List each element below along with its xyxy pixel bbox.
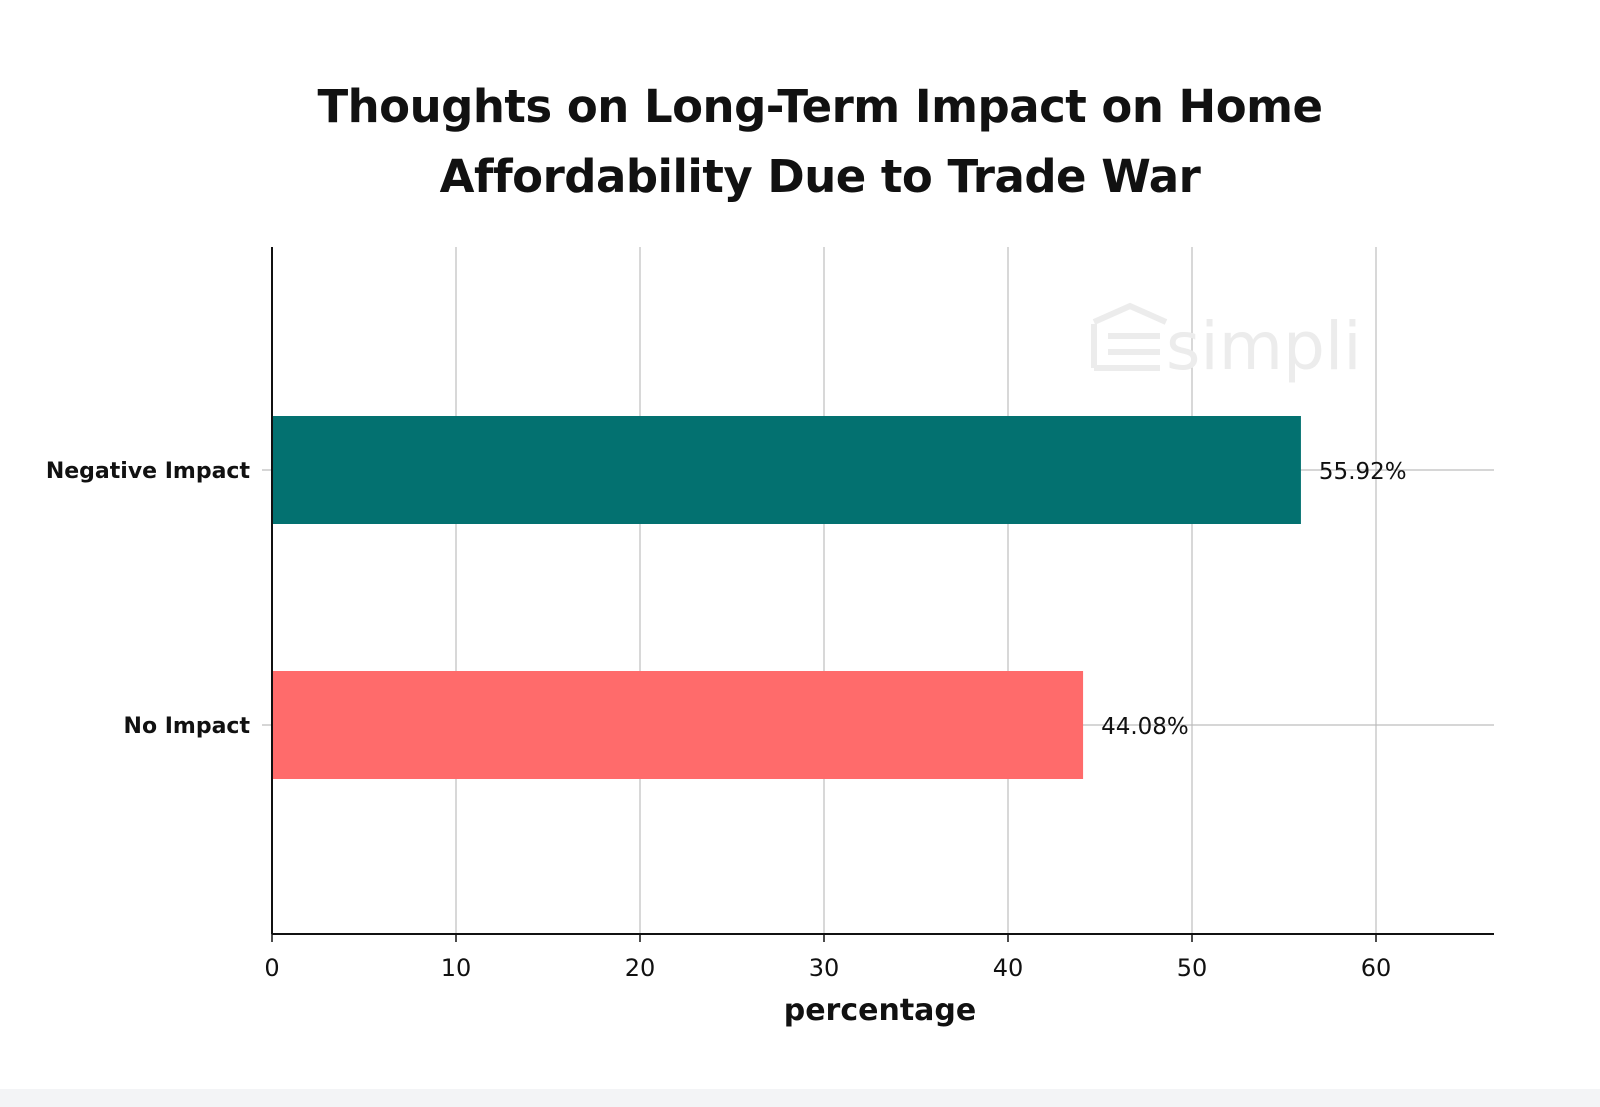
x-tick-label: 30 (809, 954, 840, 982)
house-icon (1091, 302, 1168, 371)
x-tick-label: 60 (1361, 954, 1392, 982)
x-axis-label: percentage (784, 993, 977, 1028)
x-tick-label: 10 (441, 954, 472, 982)
data-label: 44.08% (1101, 714, 1189, 740)
chart-title: Thoughts on Long-Term Impact on Home Aff… (317, 80, 1323, 203)
x-tick-label: 0 (264, 954, 279, 982)
bottom-strip (0, 1089, 1600, 1107)
bar-negative-impact (272, 416, 1301, 524)
x-tick-label: 50 (1177, 954, 1208, 982)
axes (271, 247, 1494, 942)
category-label: Negative Impact (46, 459, 251, 484)
category-label: No Impact (124, 714, 251, 739)
labels: 0 10 20 30 40 50 60 Negative Impact No Impact 55.… (46, 459, 1407, 1028)
x-tick-label: 20 (625, 954, 656, 982)
data-label: 55.92% (1319, 459, 1407, 485)
watermark: simpli (1091, 302, 1362, 385)
bars (272, 416, 1301, 779)
bar-no-impact (272, 671, 1084, 779)
watermark-text: simpli (1166, 308, 1362, 385)
x-tick-label: 40 (993, 954, 1024, 982)
